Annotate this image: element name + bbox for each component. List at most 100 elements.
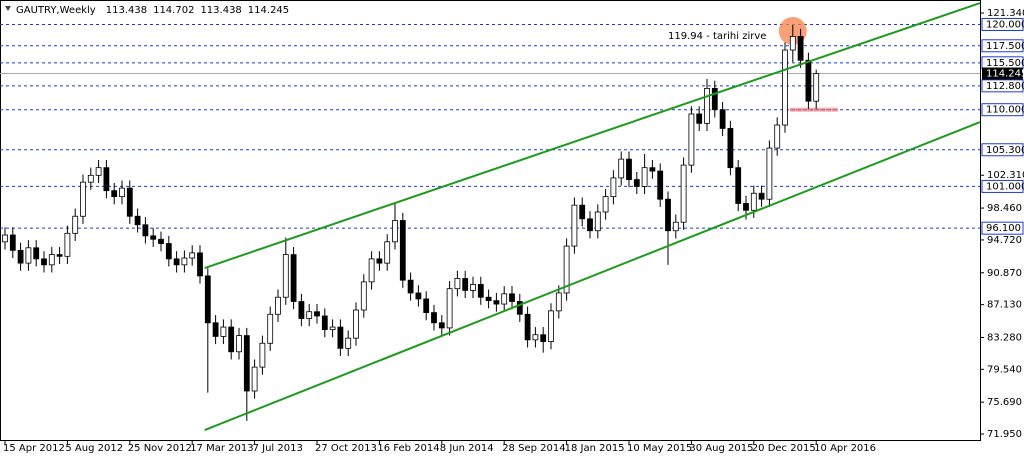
header-value: 114.245	[248, 5, 289, 16]
annotation: 119.94 - tarihi zirve	[668, 31, 766, 42]
level-label: 105.300	[986, 145, 1024, 156]
candle-body	[462, 278, 469, 291]
candle-body	[594, 211, 601, 232]
level-box	[981, 39, 1024, 53]
plot-frame	[0, 0, 981, 441]
y-tick-label: 87.130	[987, 300, 1022, 311]
candle-body	[415, 292, 422, 300]
candle-body	[228, 326, 235, 353]
candle-body	[134, 215, 141, 226]
candle-body	[524, 313, 531, 341]
level-box	[981, 79, 1024, 93]
candle-body	[119, 187, 125, 198]
candle-body	[633, 179, 640, 187]
y-tick-label: 71.950	[987, 429, 1022, 440]
menu-icon	[5, 6, 11, 11]
level-label: 101.000	[986, 181, 1024, 192]
candle-body	[446, 288, 453, 329]
level-label: 115.500	[986, 58, 1024, 69]
candle-body	[384, 241, 391, 264]
x-tick-label: 7 Jul 2013	[253, 443, 303, 454]
level-label: 112.800	[986, 81, 1024, 92]
candle-body	[126, 187, 133, 217]
candle-body	[197, 252, 203, 277]
candle-body	[321, 315, 328, 331]
candle-body	[56, 254, 63, 257]
candle-body	[64, 232, 71, 257]
candle-body	[782, 49, 788, 126]
candle-body	[111, 190, 118, 198]
candle-body	[516, 301, 523, 315]
candle-body	[789, 35, 796, 51]
candle-body	[571, 204, 578, 247]
candle-body	[87, 174, 94, 183]
x-tick-label: 10 Apr 2016	[814, 443, 876, 454]
candle-body	[298, 301, 305, 319]
y-tick-label: 121.340	[987, 8, 1024, 19]
candle-body	[80, 181, 86, 217]
x-tick-label: 28 Sep 2014	[502, 443, 565, 454]
candle-body	[72, 215, 79, 234]
candle-body	[477, 284, 484, 298]
candle-body	[368, 258, 375, 283]
candle-body	[758, 192, 765, 200]
candle-body	[189, 252, 196, 259]
x-tick-label: 10 May 2015	[627, 443, 692, 454]
candle-body	[431, 312, 437, 324]
candle-body	[711, 87, 718, 111]
candle-body	[165, 243, 172, 260]
candle-body	[48, 254, 55, 266]
candle-body	[610, 177, 617, 198]
x-tick-label: 5 Aug 2012	[65, 443, 123, 454]
x-tick-label: 17 Mar 2013	[190, 443, 253, 454]
candle-body	[25, 247, 32, 264]
candle-body	[259, 342, 266, 368]
level-label: 117.500	[986, 41, 1024, 52]
candle-body	[555, 292, 562, 312]
y-tick-label: 102.310	[987, 170, 1024, 181]
candle-body	[548, 310, 554, 342]
candle-body	[797, 35, 804, 61]
candle-body	[251, 366, 258, 392]
candle-body	[345, 337, 352, 349]
candle-body	[735, 167, 742, 204]
candle-body	[454, 278, 461, 290]
candle-body	[423, 298, 430, 313]
candle-body	[150, 235, 157, 240]
candle-body	[236, 335, 242, 353]
level-label: 96.100	[986, 223, 1021, 234]
x-tick-label: 8 Jun 2014	[440, 443, 494, 454]
candle-body	[587, 218, 593, 232]
candle-body	[509, 293, 515, 302]
level-box	[981, 179, 1024, 193]
candle-body	[743, 203, 749, 211]
candle-body	[438, 322, 445, 329]
y-tick-label: 79.540	[987, 364, 1022, 375]
candle-body	[766, 147, 773, 200]
candle-body	[805, 59, 812, 102]
candle-body	[641, 167, 648, 187]
header-value: 113.438	[200, 5, 241, 16]
level-box	[981, 103, 1024, 117]
candle-body	[501, 293, 508, 305]
candle-body	[290, 254, 297, 302]
candle-body	[392, 220, 398, 243]
y-tick-label: 94.720	[987, 235, 1022, 246]
y-tick-label: 90.870	[987, 268, 1022, 279]
candle-body	[2, 234, 8, 243]
symbol: GAUTRY,Weekly	[16, 5, 96, 16]
candle-body	[688, 113, 695, 166]
x-tick-label: 16 Feb 2014	[377, 443, 439, 454]
current-box	[982, 67, 1023, 80]
candle-body	[282, 254, 289, 298]
x-tick-label: 18 Jan 2015	[565, 443, 625, 454]
candle-body	[727, 128, 734, 169]
level-box	[981, 17, 1024, 31]
candle-body	[17, 249, 24, 264]
candle-body	[672, 221, 679, 232]
candle-body	[220, 326, 227, 337]
candle-body	[267, 313, 274, 344]
x-tick-label: 25 Nov 2012	[128, 443, 192, 454]
trend-line	[204, 2, 981, 270]
